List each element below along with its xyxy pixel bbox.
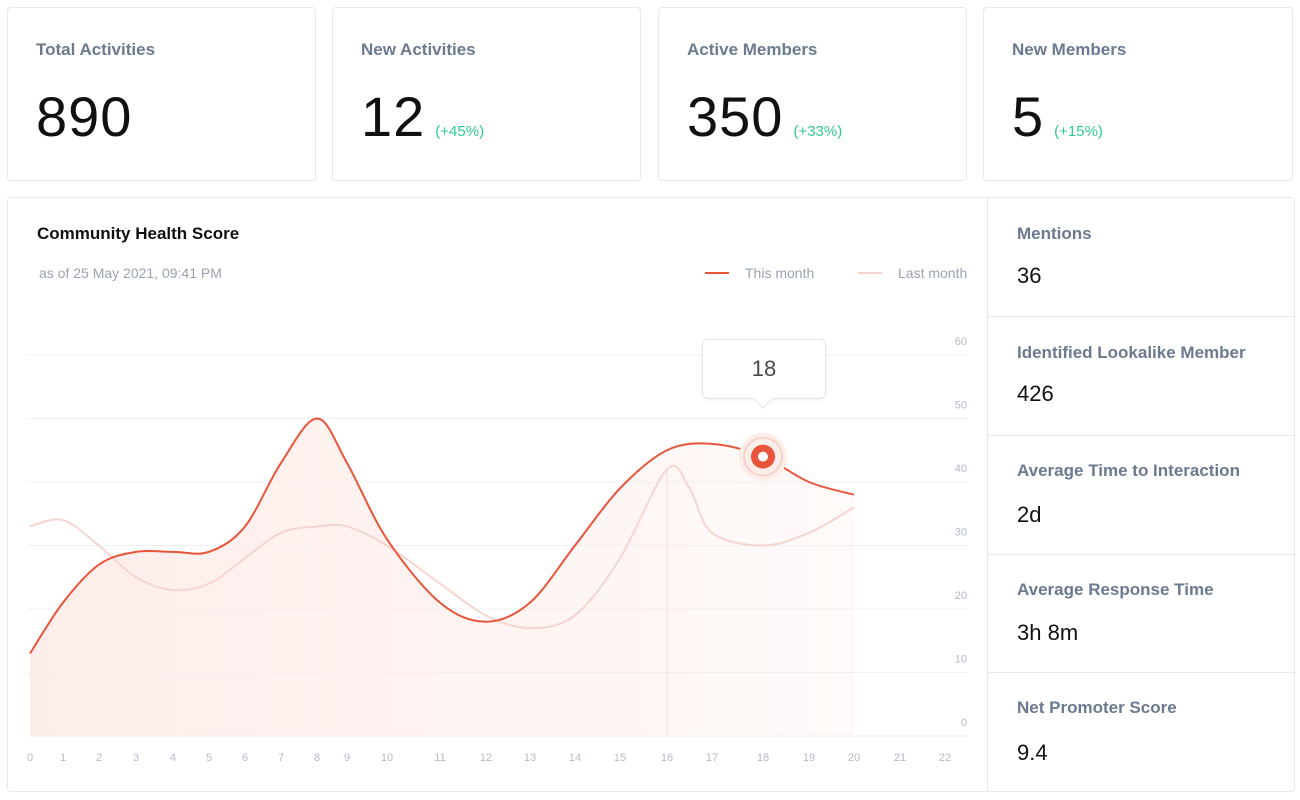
stat-title: New Activities [361, 40, 476, 59]
chart-tooltip: 18 [702, 339, 826, 399]
x-tick-label: 8 [314, 752, 320, 764]
x-tick-label: 19 [803, 752, 815, 764]
x-tick-label: 1 [60, 752, 66, 764]
legend-swatch-this-month [705, 272, 729, 274]
metric-value: 36 [1017, 263, 1042, 288]
this-month-area [30, 418, 854, 736]
last-month-line [29, 464, 855, 630]
highlight-point-center [758, 451, 768, 462]
highlight-ring [743, 436, 783, 477]
metric-response-time: Average Response Time 3h 8m [988, 555, 1296, 673]
stat-card-active-members: Active Members 350 (+33%) [658, 7, 967, 181]
metric-label: Net Promoter Score [1017, 698, 1177, 717]
x-tick-label: 10 [381, 752, 393, 764]
metric-lookalike-member: Identified Lookalike Member 426 [988, 317, 1296, 436]
metrics-panel: Mentions 36 Identified Lookalike Member … [987, 198, 1296, 791]
metric-net-promoter-score: Net Promoter Score 9.4 [988, 673, 1296, 791]
y-tick-label: 50 [955, 400, 967, 412]
stat-value: 5 [1012, 85, 1045, 148]
x-tick-label: 2 [96, 752, 102, 764]
stat-delta: (+33%) [793, 123, 843, 140]
x-tick-label: 14 [569, 752, 581, 764]
stat-card-total-activities: Total Activities 890 [7, 7, 316, 181]
metric-label: Average Time to Interaction [1017, 461, 1240, 480]
metric-label: Identified Lookalike Member [1017, 343, 1246, 362]
this-month-line [29, 417, 855, 654]
metric-value: 3h 8m [1017, 620, 1079, 645]
legend-label: Last month [898, 265, 968, 281]
x-tick-label: 6 [242, 752, 248, 764]
x-tick-label: 13 [524, 752, 536, 764]
stat-title: Active Members [687, 40, 818, 59]
stat-value: 890 [36, 85, 133, 148]
legend-label: This month [745, 265, 815, 281]
legend-last-month[interactable]: Last month [858, 265, 967, 281]
x-tick-label: 15 [614, 752, 626, 764]
metric-time-to-interaction: Average Time to Interaction 2d [988, 436, 1296, 555]
x-tick-label: 22 [939, 752, 951, 764]
metric-label: Average Response Time [1017, 580, 1214, 599]
x-tick-label: 11 [434, 752, 445, 764]
stat-delta: (+15%) [1054, 123, 1103, 140]
y-tick-label: 20 [955, 590, 967, 602]
x-tick-label: 16 [661, 752, 673, 764]
x-tick-label: 21 [894, 752, 906, 764]
stat-value-row: 890 [36, 84, 132, 149]
x-tick-label: 7 [278, 752, 284, 764]
y-tick-label: 10 [955, 654, 967, 666]
x-tick-label: 12 [480, 752, 492, 764]
stat-card-new-members: New Members 5 (+15%) [983, 7, 1293, 181]
chart-title: Community Health Score [37, 224, 240, 243]
stat-card-new-activities: New Activities 12 (+45%) [332, 7, 641, 181]
stat-value: 350 [687, 85, 784, 148]
x-tick-label: 0 [27, 752, 33, 764]
metric-label: Mentions [1017, 224, 1092, 243]
x-tick-label: 9 [344, 752, 350, 764]
metric-value: 2d [1017, 502, 1042, 527]
chart-subtitle: as of 25 May 2021, 09:41 PM [39, 265, 222, 281]
y-tick-label: 60 [955, 336, 967, 348]
x-tick-label: 17 [706, 752, 718, 764]
metric-mentions: Mentions 36 [988, 198, 1296, 317]
stat-value-row: 350 (+33%) [687, 84, 842, 149]
x-tick-label: 5 [206, 752, 212, 764]
x-tick-label: 3 [133, 752, 139, 764]
stat-title: Total Activities [36, 40, 156, 59]
community-health-card: Community Health Score as of 25 May 2021… [7, 197, 1296, 792]
stat-value: 12 [361, 85, 426, 148]
y-tick-label: 30 [955, 527, 967, 539]
legend-swatch-last-month [858, 272, 882, 274]
x-tick-label: 4 [170, 752, 176, 764]
y-tick-label: 40 [955, 463, 967, 475]
x-tick-label: 18 [757, 752, 769, 764]
stat-delta: (+45%) [435, 123, 485, 140]
y-tick-label: 0 [961, 717, 967, 729]
metric-value: 9.4 [1017, 740, 1048, 765]
stat-value-row: 5 (+15%) [1012, 84, 1103, 149]
stat-value-row: 12 (+45%) [361, 84, 484, 149]
stat-title: New Members [1012, 40, 1127, 59]
metric-value: 426 [1017, 381, 1054, 406]
legend-this-month[interactable]: This month [705, 265, 814, 281]
x-tick-label: 20 [848, 752, 860, 764]
